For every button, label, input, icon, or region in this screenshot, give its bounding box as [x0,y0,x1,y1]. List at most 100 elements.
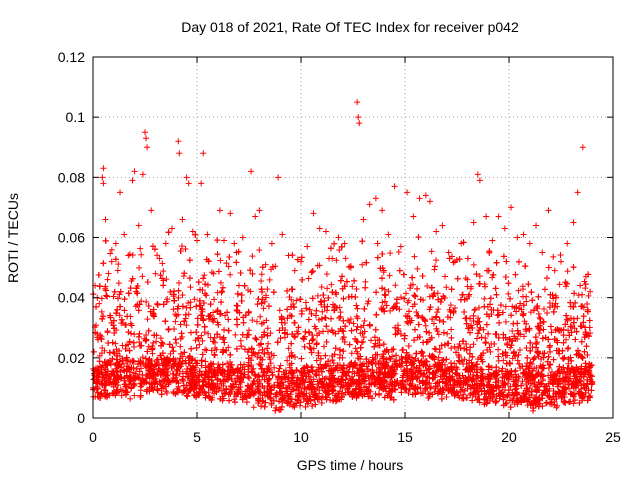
data-point [505,380,511,387]
data-point [247,267,254,274]
data-point [187,299,194,306]
data-point [536,314,543,321]
data-point [111,350,118,357]
data-point [499,365,506,372]
data-point [375,360,382,367]
data-point [470,261,477,268]
data-point [266,276,273,283]
data-point [451,343,458,350]
data-point [505,290,512,297]
data-point [581,278,588,285]
data-point [385,288,392,295]
data-point [211,296,218,303]
data-point [271,364,278,371]
data-point [403,290,410,297]
data-point [198,306,205,313]
data-points [90,99,596,414]
data-point [323,271,330,278]
data-point [419,349,426,356]
data-point [443,393,450,400]
data-point [266,354,273,361]
data-point [386,355,393,362]
data-point [291,319,298,326]
data-point [183,322,190,329]
data-point [319,308,326,315]
data-point [137,245,144,252]
data-point [277,362,284,369]
data-point [185,373,192,380]
data-point [584,301,591,308]
data-point [326,373,333,380]
data-point [157,335,164,342]
data-point [245,287,252,294]
data-point [93,322,100,329]
data-point [258,278,265,285]
data-point [253,318,260,325]
data-point [330,360,337,367]
data-point [328,281,335,288]
data-point [556,281,563,288]
data-point [258,271,265,278]
data-point [184,393,191,400]
data-point [550,253,557,260]
data-point [360,338,367,345]
data-point [172,318,179,325]
data-point [302,403,309,410]
data-point [210,318,217,325]
data-point [223,260,230,267]
data-point [422,322,429,329]
data-point [150,386,157,393]
data-point [313,357,320,364]
data-point [539,377,546,384]
data-point [121,377,128,384]
data-point [392,282,399,289]
data-point [164,372,171,379]
data-point [574,347,581,354]
data-point [320,328,327,335]
data-point [470,318,477,325]
data-point [443,383,450,390]
data-point [131,392,138,399]
data-point [337,313,344,320]
data-point [565,344,572,351]
data-point [285,345,292,352]
data-point [433,257,440,264]
data-point [264,286,271,293]
data-point [136,264,143,271]
data-point [101,347,108,354]
data-point [257,313,264,320]
data-point [211,352,218,359]
chart-title: Day 018 of 2021, Rate Of TEC Index for r… [181,19,519,35]
data-point [200,275,207,282]
data-point [127,395,134,402]
data-point [404,318,411,325]
data-point [276,307,283,314]
data-point [396,306,403,313]
data-point [214,307,221,314]
data-point [472,306,479,313]
data-point [177,355,184,362]
data-point [201,272,208,279]
data-point [159,275,166,282]
data-point [548,369,555,376]
data-point [139,354,146,361]
data-point [529,344,536,351]
data-point [314,292,321,299]
data-point [521,333,528,340]
data-point [224,360,231,367]
data-point [153,338,160,345]
data-point [444,330,451,337]
data-point [216,333,223,340]
data-point [407,285,414,292]
data-point [205,330,212,337]
data-point [386,272,393,279]
data-point [173,340,180,347]
data-point [321,343,328,350]
data-point [249,317,256,324]
data-point [395,327,402,334]
data-point [182,357,189,364]
data-point [187,284,194,291]
data-point [177,335,184,342]
data-point [413,308,420,315]
